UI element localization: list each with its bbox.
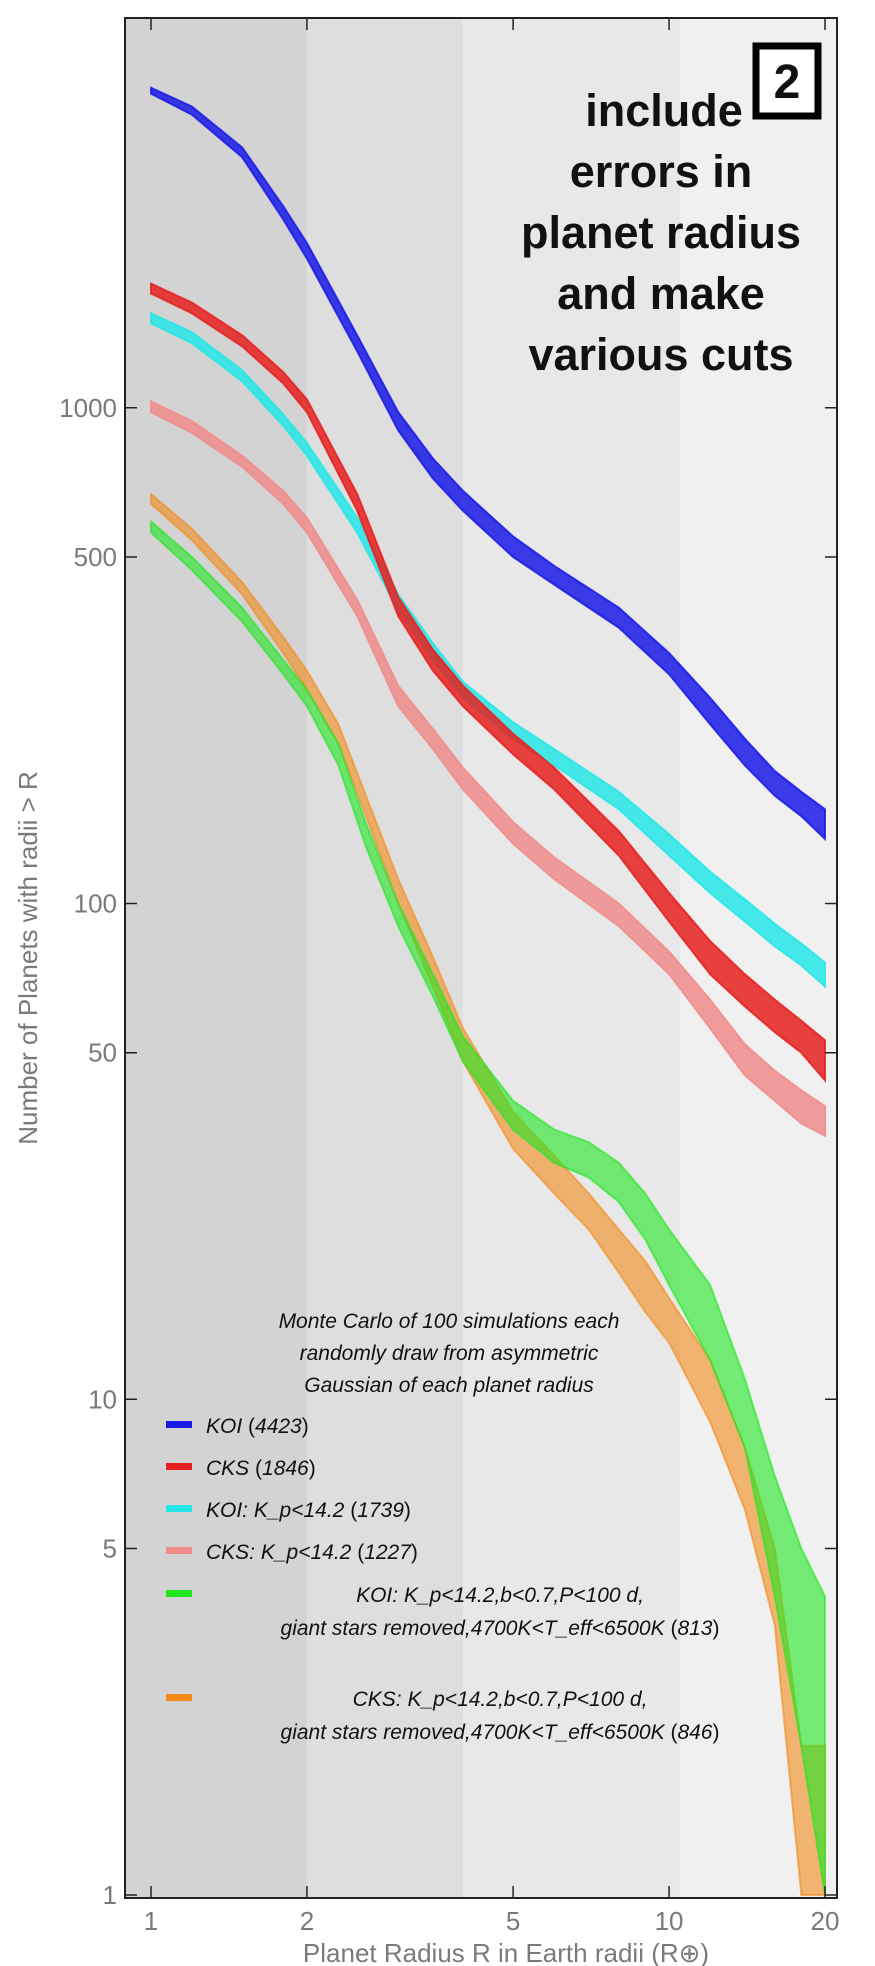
y-tick-label: 5: [103, 1533, 117, 1563]
legend-swatch: [166, 1694, 192, 1701]
band-2-4: [306, 18, 463, 1898]
annotation-line: planet radius: [521, 207, 801, 258]
legend-count: (: [351, 1541, 364, 1564]
legend-swatch: [166, 1547, 192, 1554]
legend-count-value: 1227: [364, 1541, 412, 1564]
legend-label: KOI: K_p<14.2,b<0.7,P<100 d,: [356, 1584, 644, 1607]
legend-name: giant stars removed,4700K<T_eff<6500K: [281, 1617, 666, 1640]
radius-bands: [125, 18, 837, 1898]
legend-name: giant stars removed,4700K<T_eff<6500K: [281, 1721, 666, 1744]
y-tick-label: 50: [88, 1038, 117, 1068]
y-tick-label: 100: [74, 889, 117, 919]
legend-count-value: 1739: [357, 1499, 404, 1522]
x-tick-label: 5: [506, 1906, 520, 1936]
annotation-line: and make: [557, 268, 765, 319]
legend-swatch: [166, 1463, 192, 1470]
legend-label-line2: giant stars removed,4700K<T_eff<6500K (8…: [281, 1721, 720, 1744]
x-tick-label: 20: [811, 1906, 840, 1936]
annotation-line: include: [585, 85, 743, 136]
y-tick-label: 1000: [59, 393, 117, 423]
legend-name: KOI: [206, 1415, 242, 1438]
x-tick-label: 1: [144, 1906, 158, 1936]
panel-number-box: [752, 42, 822, 120]
legend-label: KOI: K_p<14.2 (1739): [206, 1499, 411, 1522]
series-band-2: [150, 282, 826, 1083]
note-line-1: Monte Carlo of 100 simulations each: [279, 1310, 620, 1333]
note-line-3: Gaussian of each planet radius: [304, 1374, 594, 1397]
note-line-2: randomly draw from asymmetric: [300, 1342, 599, 1365]
series-band-4: [150, 399, 826, 1138]
legend-swatch: [166, 1421, 192, 1428]
legend-paren: ): [411, 1541, 418, 1564]
x-tick-label: 2: [300, 1906, 314, 1936]
panel-number: 2: [774, 56, 801, 109]
legend-paren: ): [712, 1721, 719, 1744]
legend-name: CKS: [206, 1457, 249, 1480]
annotation-line: various cuts: [528, 329, 793, 380]
legend-name: KOI: K_p<14.2: [206, 1499, 345, 1522]
y-tick-label: 1: [103, 1880, 117, 1910]
annotation-line: errors in: [570, 146, 753, 197]
legend-label: KOI (4423): [206, 1415, 309, 1438]
y-tick-label: 10: [88, 1384, 117, 1414]
plot-frame: [124, 17, 838, 1899]
y-axis-title: Number of Planets with radii > R: [13, 771, 43, 1145]
legend-count-value: 813: [677, 1617, 712, 1640]
band-1-2: [125, 18, 307, 1898]
legend-label: CKS: K_p<14.2,b<0.7,P<100 d,: [353, 1688, 648, 1711]
legend-swatch: [166, 1590, 192, 1597]
legend-count: (: [242, 1415, 255, 1438]
legend-swatch: [166, 1505, 192, 1512]
x-tick-label: 10: [655, 1906, 684, 1936]
legend-count: (: [344, 1499, 357, 1522]
legend-paren: ): [404, 1499, 411, 1522]
y-tick-label: 500: [74, 542, 117, 572]
legend-label: CKS (1846): [206, 1457, 316, 1480]
legend-name: CKS: K_p<14.2: [206, 1541, 352, 1564]
legend-count-value: 846: [677, 1721, 712, 1744]
legend-label: CKS: K_p<14.2 (1227): [206, 1541, 418, 1564]
series-band-1: [150, 86, 826, 842]
legend-count-value: 4423: [255, 1415, 302, 1438]
y-ticks: 1 5 10 50 100 500 1000: [59, 393, 837, 1910]
band-4-10.5: [462, 18, 681, 1898]
legend-count: (: [249, 1457, 262, 1480]
legend: KOI (4423)CKS (1846)KOI: K_p<14.2 (1739)…: [166, 1415, 719, 1744]
legend-count: (: [665, 1721, 678, 1744]
legend-paren: ): [712, 1617, 719, 1640]
x-ticks: 1 2 5 10 20: [144, 18, 840, 1936]
legend-count-value: 1846: [262, 1457, 309, 1480]
legend-paren: ): [302, 1415, 309, 1438]
legend-paren: ): [309, 1457, 316, 1480]
legend-count: (: [665, 1617, 678, 1640]
simulation-note: Monte Carlo of 100 simulations each rand…: [279, 1310, 620, 1397]
legend-label-line2: giant stars removed,4700K<T_eff<6500K (8…: [281, 1617, 720, 1640]
annotation-text: include errors in planet radius and make var…: [521, 85, 801, 380]
x-axis-title: Planet Radius R in Earth radii (R⊕): [303, 1938, 709, 1966]
